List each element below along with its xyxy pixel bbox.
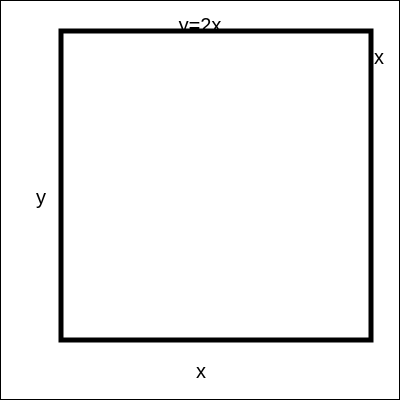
top-label-mask	[151, 31, 251, 49]
right-label: x	[374, 47, 384, 69]
main-rectangle	[58, 28, 374, 343]
left-label: y	[36, 187, 46, 209]
bottom-label: x	[196, 361, 206, 383]
